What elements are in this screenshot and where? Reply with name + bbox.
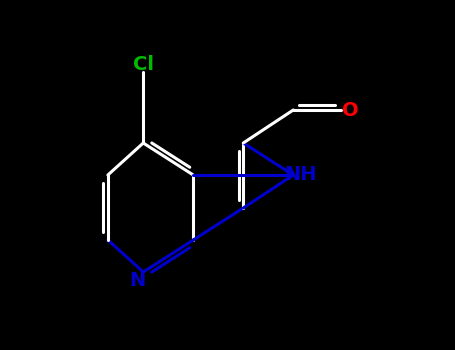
Text: Cl: Cl bbox=[133, 55, 154, 74]
Text: NH: NH bbox=[285, 166, 317, 184]
Text: N: N bbox=[129, 271, 145, 289]
Text: O: O bbox=[342, 100, 359, 119]
